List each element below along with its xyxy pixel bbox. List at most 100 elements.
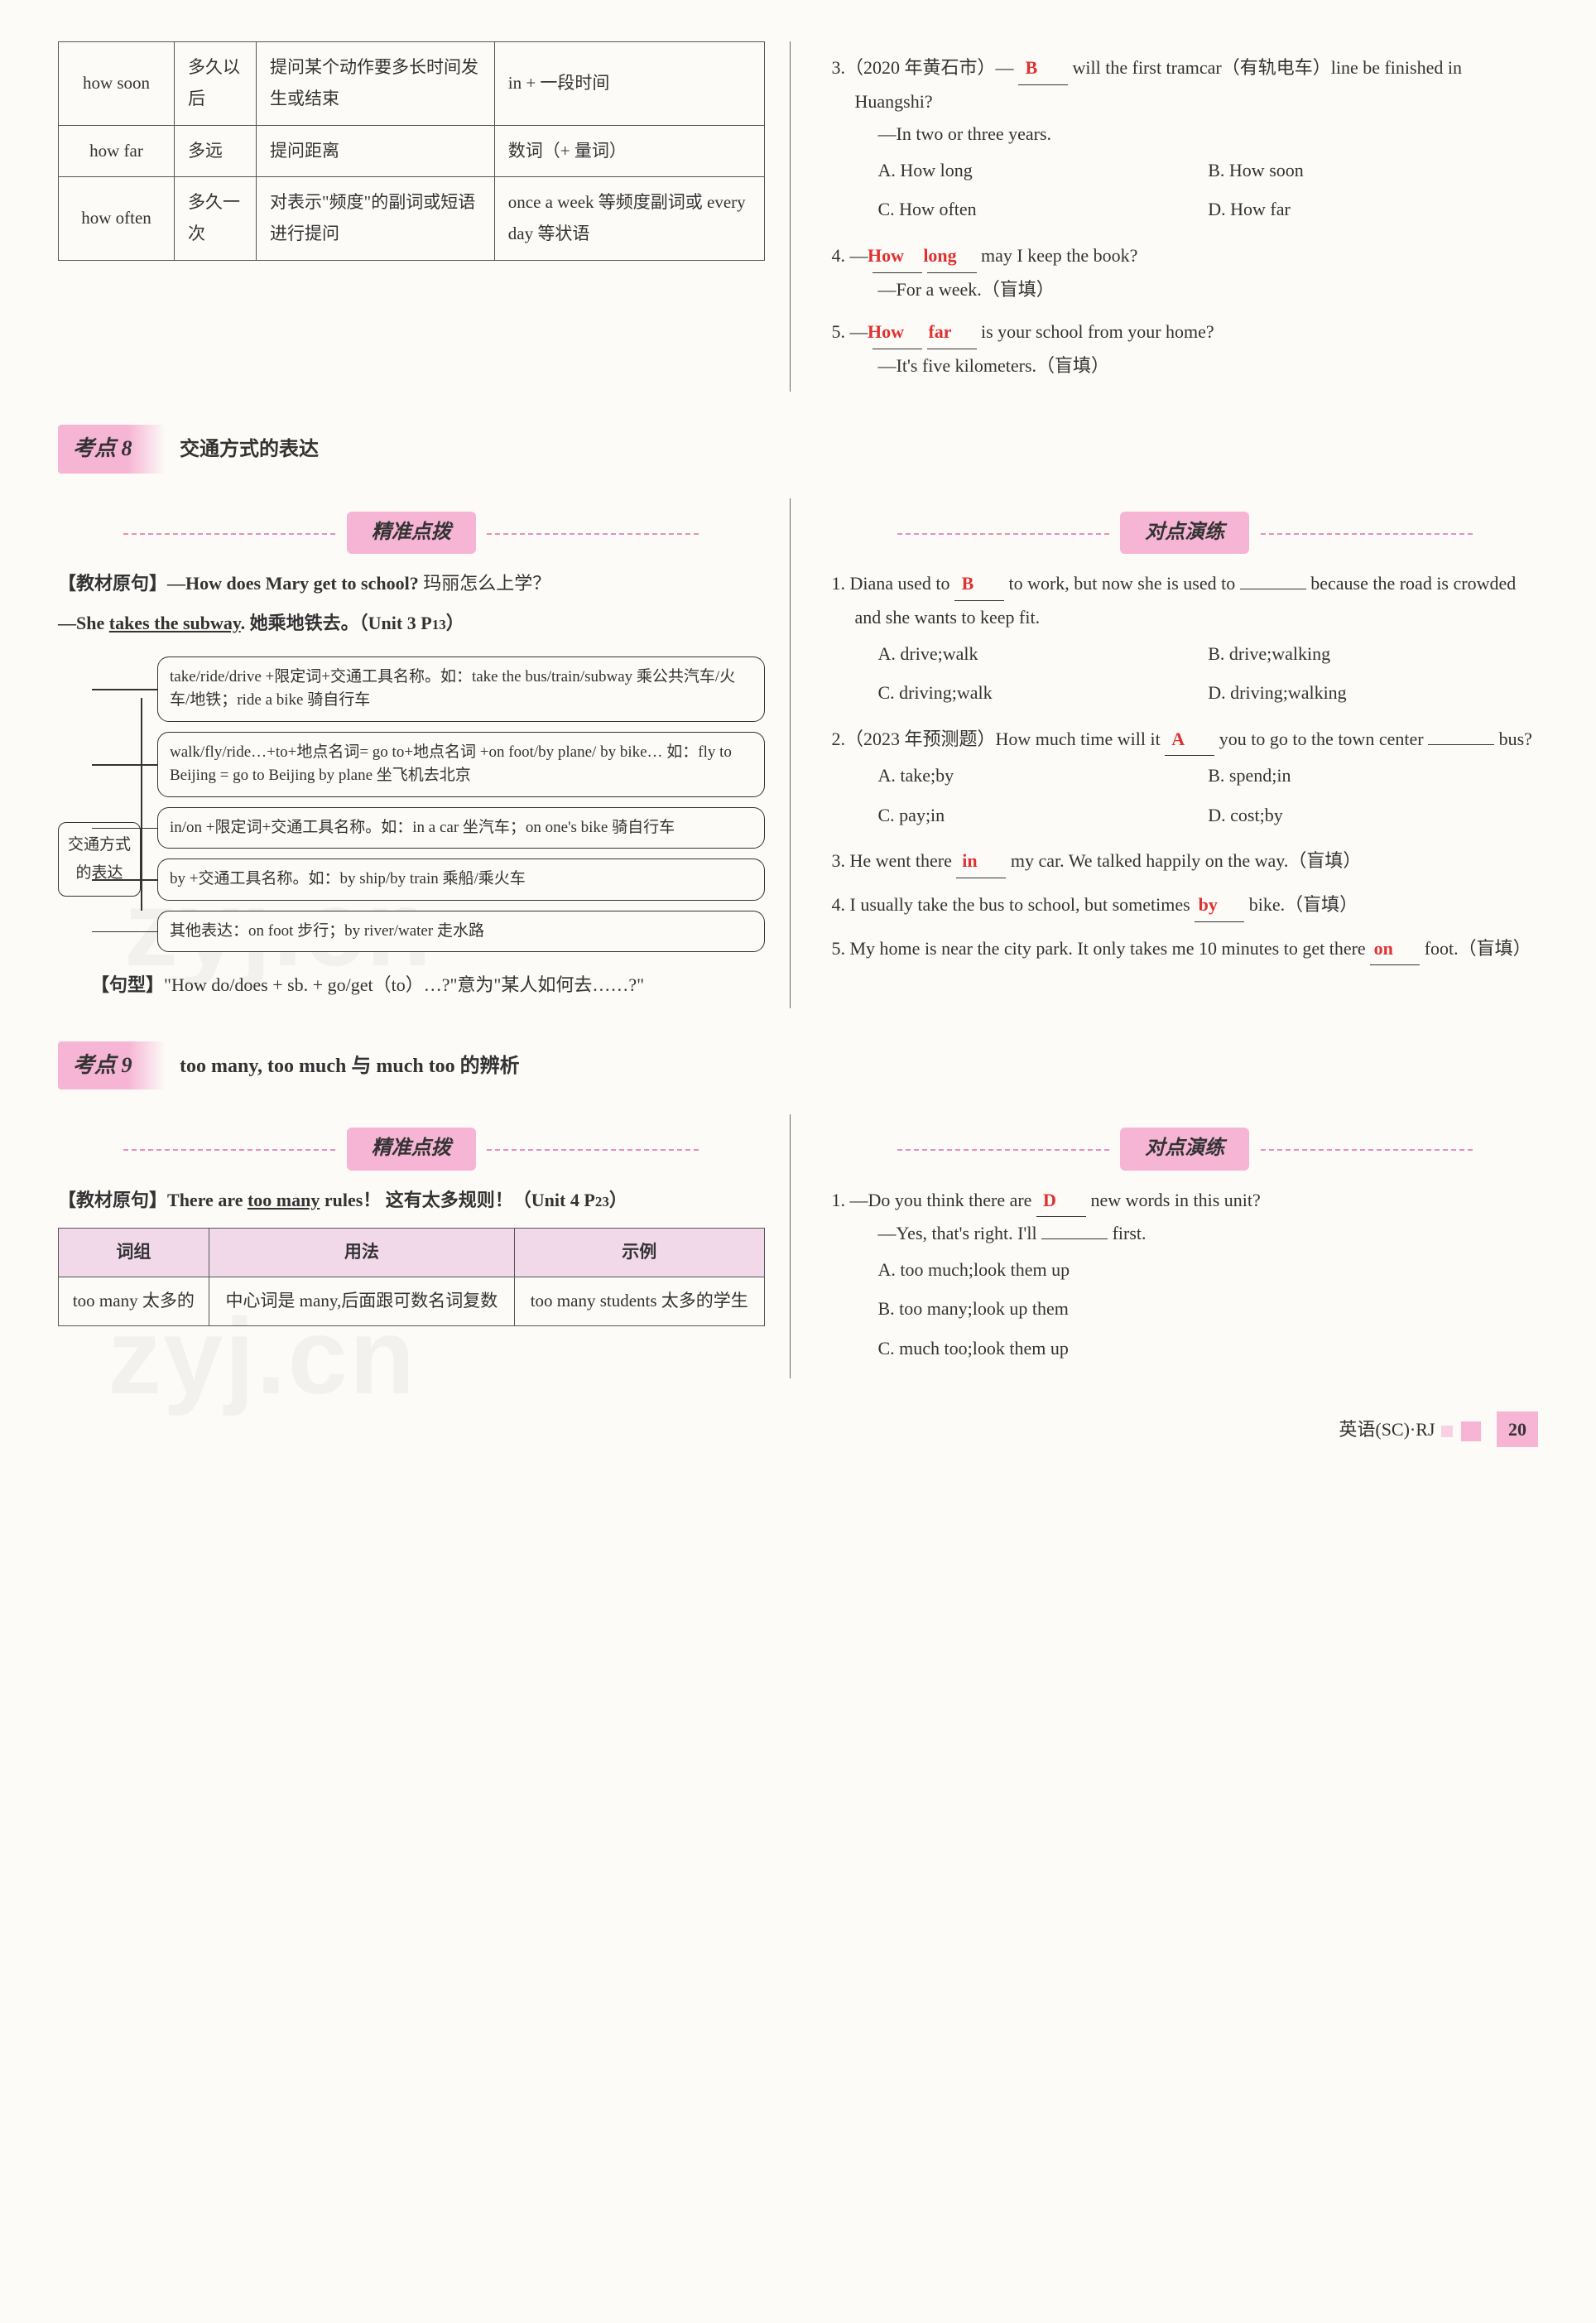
opt: A. How long: [878, 154, 1209, 187]
opt: D. cost;by: [1208, 799, 1538, 832]
k9ex1-pre: 1. —Do you think there are: [832, 1190, 1036, 1210]
ex2-opts: A. take;by B. spend;in C. pay;in D. cost…: [855, 756, 1539, 834]
td: too many 太多的: [59, 1277, 209, 1325]
cell-en: how far: [59, 125, 175, 177]
juxing-text: "How do/does + sb. + go/get（to）…?"意为"某人如…: [164, 974, 644, 995]
q4-line2: —For a week.（盲填）: [855, 273, 1539, 306]
jiaocai-a-p: P: [421, 613, 431, 633]
opt: A. drive;walk: [878, 637, 1209, 671]
jingzhun-label: 精准点拨: [347, 512, 476, 554]
cell-zh: 多久以后: [175, 42, 257, 126]
q4-ans2: long: [927, 239, 977, 273]
k9ex1-opts: A. too much;look them up B. too many;loo…: [855, 1250, 1539, 1368]
jiaocai-a-line: —She takes the subway. 她乘地铁去。（Unit 3 P13…: [58, 607, 765, 640]
k9ex1-blank: [1041, 1238, 1108, 1239]
jingzhun-wrap: 精准点拨: [58, 512, 765, 554]
cell-zh: 多久一次: [175, 177, 257, 261]
jingzhun9-label: 精准点拨: [347, 1128, 476, 1170]
cell-usage: 提问某个动作要多长时间发生或结束: [257, 42, 495, 126]
kaodian9-title: too many, too much 与 much too 的辨析: [180, 1056, 520, 1077]
mm-box-5: 其他表达：on foot 步行；by river/water 走水路: [157, 911, 765, 953]
ex1-opts: A. drive;walk B. drive;walking C. drivin…: [855, 634, 1539, 713]
duidian-label: 对点演练: [1120, 512, 1249, 554]
q4: 4. — How long may I keep the book? —For …: [832, 239, 1539, 305]
ex1: 1. Diana used to B to work, but now she …: [832, 567, 1539, 712]
kaodian9-row: zyj.cn 精准点拨 【教材原句】There are too many rul…: [58, 1114, 1538, 1378]
mm-box-4: by +交通工具名称。如：by ship/by train 乘船/乘火车: [157, 858, 765, 901]
opt: B. too many;look up them: [878, 1292, 1539, 1325]
opt: B. drive;walking: [1208, 637, 1538, 671]
cell-ans: once a week 等频度副词或 every day 等状语: [494, 177, 764, 261]
k9-ex1: 1. —Do you think there are D new words i…: [832, 1184, 1539, 1368]
k9ex1-l2post: first.: [1108, 1223, 1146, 1243]
opt: D. How far: [1208, 193, 1538, 226]
opt: C. much too;look them up: [878, 1332, 1539, 1365]
kaodian8-right: 对点演练 1. Diana used to B to work, but now…: [824, 498, 1539, 1008]
footer: 英语(SC)·RJ 20: [58, 1412, 1538, 1448]
q5-ans2: far: [927, 315, 977, 349]
k9ex1-line2: —Yes, that's right. I'll first.: [855, 1217, 1539, 1250]
k9ex1-mid: new words in this unit?: [1086, 1190, 1261, 1210]
ex4: 4. I usually take the bus to school, but…: [832, 888, 1539, 922]
opt: A. take;by: [878, 759, 1209, 792]
table-row: how often 多久一次 对表示"频度"的副词或短语进行提问 once a …: [59, 177, 765, 261]
duidian-wrap: 对点演练: [832, 512, 1539, 554]
q5-line2: —It's five kilometers.（盲填）: [855, 349, 1539, 382]
usage-table: 词组 用法 示例 too many 太多的 中心词是 many,后面跟可数名词复…: [58, 1228, 765, 1326]
mindmap: 交通方式的表达 take/ride/drive +限定词+交通工具名称。如：ta…: [91, 656, 765, 953]
jiaocai9: 【教材原句】There are too many rules！ 这有太多规则！（…: [58, 1184, 765, 1217]
k9ex1-ans: D: [1036, 1184, 1086, 1218]
col-left-top: how soon 多久以后 提问某个动作要多长时间发生或结束 in + 一段时间…: [58, 41, 791, 392]
jiaocai-a-u: takes the subway: [109, 613, 241, 633]
td: too many students 太多的学生: [515, 1277, 765, 1325]
kaodian8-title: 交通方式的表达: [180, 439, 319, 460]
th: 用法: [209, 1229, 514, 1277]
juxing-label: 【句型】: [91, 974, 164, 995]
ex3-pre: 3. He went there: [832, 850, 957, 871]
q4-pre: 4. —: [832, 245, 873, 266]
top-row: how soon 多久以后 提问某个动作要多长时间发生或结束 in + 一段时间…: [58, 41, 1538, 392]
opt: B. spend;in: [1208, 759, 1538, 792]
opt: C. driving;walk: [878, 676, 1209, 709]
cell-ans: 数词（+ 量词）: [494, 125, 764, 177]
mm-root: 交通方式的表达: [58, 822, 141, 897]
ex5-ans: on: [1370, 932, 1420, 966]
q4-post: may I keep the book?: [977, 245, 1138, 266]
kaodian9-heading-row: 考点 9 too many, too much 与 much too 的辨析: [58, 1025, 1538, 1099]
ex1-pre: 1. Diana used to: [832, 573, 954, 594]
jiaocai9-label: 【教材原句】: [58, 1190, 167, 1210]
q3-answer: B: [1018, 51, 1068, 85]
cell-zh: 多远: [175, 125, 257, 177]
ex2-mid: you to go to the town center: [1214, 729, 1428, 749]
ex4-pre: 4. I usually take the bus to school, but…: [832, 894, 1195, 915]
cell-en: how soon: [59, 42, 175, 126]
jiaocai-q: —How does Mary get to school?: [167, 573, 419, 594]
jiaocai-q-zh: 玛丽怎么上学？: [419, 573, 551, 594]
ex2-blank: [1428, 744, 1494, 745]
jiaocai-a-tail: . 她乘地铁去。（Unit 3: [241, 613, 421, 633]
opt: B. How soon: [1208, 154, 1538, 187]
q4-ans1: How: [873, 239, 922, 273]
table-row: how soon 多久以后 提问某个动作要多长时间发生或结束 in + 一段时间: [59, 42, 765, 126]
duidian9-label: 对点演练: [1120, 1128, 1249, 1170]
cell-usage: 提问距离: [257, 125, 495, 177]
mm-box-2: walk/fly/ride…+to+地点名词= go to+地点名词 +on f…: [157, 732, 765, 797]
jingzhun9-wrap: 精准点拨: [58, 1128, 765, 1170]
ex2: 2.（2023 年预测题）How much time will it A you…: [832, 723, 1539, 835]
opt: C. pay;in: [878, 799, 1209, 832]
ex1-mid: to work, but now she is used to: [1004, 573, 1240, 594]
jiaocai-a: —She: [58, 613, 109, 633]
kaodian8-heading-row: 考点 8 交通方式的表达: [58, 408, 1538, 482]
ex3-ans: in: [956, 844, 1006, 878]
jiaocai-line: 【教材原句】—How does Mary get to school? 玛丽怎么…: [58, 567, 765, 600]
footer-text: 英语(SC)·RJ: [1339, 1419, 1435, 1440]
ex1-ans: B: [954, 567, 1004, 601]
q3: 3.（2020 年黄石市）— B will the first tramcar（…: [832, 51, 1539, 229]
kaodian9-right: 对点演练 1. —Do you think there are D new wo…: [824, 1114, 1539, 1378]
ex5: 5. My home is near the city park. It onl…: [832, 932, 1539, 966]
kaodian9-left: 精准点拨 【教材原句】There are too many rules！ 这有太…: [58, 1114, 791, 1378]
table-row: how far 多远 提问距离 数词（+ 量词）: [59, 125, 765, 177]
q5-ans1: How: [873, 315, 922, 349]
ex4-ans: by: [1195, 888, 1244, 922]
k9ex1-l2pre: —Yes, that's right. I'll: [878, 1223, 1042, 1243]
